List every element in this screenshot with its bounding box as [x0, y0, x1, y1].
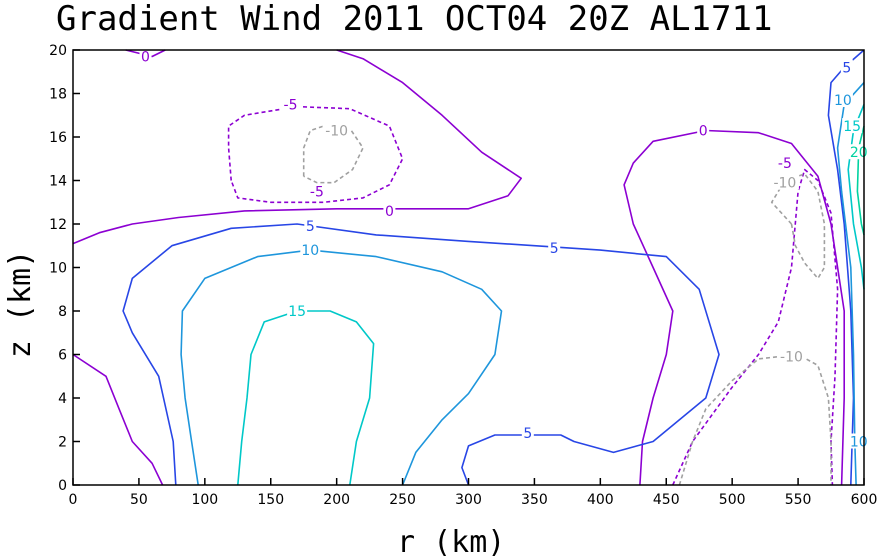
contour-label-bg-4 — [383, 202, 396, 218]
x-tick-label-10: 500 — [719, 492, 746, 508]
contour-label-bg-0 — [139, 48, 152, 64]
contour-label-bg-1 — [280, 96, 301, 112]
contour-label-16: 15 — [843, 119, 861, 135]
x-tick-label-3: 150 — [257, 492, 284, 508]
contour-label-5: 5 — [306, 219, 315, 235]
contour-label-14: 5 — [842, 60, 851, 76]
chart-title: Gradient Wind 2011 OCT04 20Z AL1711 — [56, 0, 772, 39]
contour-label-layer: 0 -5 -10 -5 0 5 5 10 15 5 0 -5 -10 -10 5 10 15 20 10 — [139, 48, 869, 451]
contour-line--10-15 — [678, 353, 832, 486]
x-axis: 0 50 100 150 200 250 300 350 400 450 500 550 600 — [69, 478, 878, 508]
contour-label-2: -10 — [325, 123, 348, 139]
contour-label-bg-10 — [697, 122, 710, 138]
contour-label-bg-14 — [840, 59, 853, 75]
contour-line-5-4 — [827, 49, 865, 486]
x-tick-label-1: 50 — [130, 492, 148, 508]
contour-line-15-8 — [237, 310, 375, 486]
contour-label-bg-9 — [521, 424, 534, 440]
contour-label-bg-16 — [842, 118, 863, 134]
y-tick-label-10: 20 — [49, 43, 67, 59]
y-tick-label-1: 2 — [58, 435, 67, 451]
x-tick-label-9: 450 — [653, 492, 680, 508]
contour-label-3: -5 — [310, 184, 324, 200]
y-tick-label-7: 14 — [49, 174, 67, 190]
contour-label-8: 15 — [288, 304, 306, 320]
contour-label-13: -10 — [780, 350, 803, 366]
contour-line-10-7 — [836, 82, 865, 486]
y-tick-label-6: 12 — [49, 217, 67, 233]
contour-label-4: 0 — [385, 204, 394, 220]
y-tick-label-8: 16 — [49, 130, 67, 146]
contour-label-7: 10 — [301, 243, 319, 259]
contour-label-10: 0 — [699, 123, 708, 139]
contour-label-12: -10 — [773, 176, 796, 192]
y-tick-label-2: 4 — [58, 391, 67, 407]
contour-label-bg-6 — [548, 239, 561, 255]
contour-label-9: 5 — [523, 426, 532, 442]
contour-line--10-14 — [770, 173, 826, 280]
y-tick-label-0: 0 — [58, 478, 67, 494]
contour-label-bg-7 — [300, 242, 321, 258]
contour-label-18: 10 — [850, 435, 868, 451]
contour-line--5-12 — [672, 168, 839, 486]
contour-line-0-0 — [72, 49, 523, 245]
contour-label-17: 20 — [850, 145, 868, 161]
contour-label-0: 0 — [141, 50, 150, 66]
contour-line-10-6 — [180, 249, 503, 486]
contour-label-1: -5 — [284, 97, 298, 113]
contour-label-bg-12 — [770, 174, 799, 190]
x-tick-label-6: 300 — [455, 492, 482, 508]
contour-label-6: 5 — [550, 241, 559, 257]
y-tick-label-4: 8 — [58, 304, 67, 320]
contour-line-20-10 — [856, 125, 865, 236]
plot-frame — [72, 49, 865, 486]
contour-label-bg-15 — [832, 92, 853, 108]
x-tick-label-11: 550 — [785, 492, 812, 508]
x-tick-label-4: 200 — [323, 492, 350, 508]
contour-label-bg-8 — [287, 303, 308, 318]
y-axis-label: z (km) — [3, 250, 38, 358]
contour-label-bg-13 — [777, 348, 806, 364]
contour-line--5-11 — [227, 105, 404, 204]
y-tick-label-3: 6 — [58, 348, 67, 364]
x-tick-label-5: 250 — [389, 492, 416, 508]
x-tick-label-12: 600 — [851, 492, 878, 508]
contour-line--10-13 — [302, 123, 364, 184]
contour-line-0-2 — [72, 353, 164, 486]
contour-label-15: 10 — [834, 93, 852, 109]
x-tick-label-8: 400 — [587, 492, 614, 508]
x-tick-label-2: 100 — [191, 492, 218, 508]
contour-label-bg-5 — [304, 218, 317, 234]
contour-label-11: -5 — [778, 156, 792, 172]
contour-label-bg-11 — [774, 155, 795, 171]
contour-label-bg-3 — [306, 183, 327, 199]
x-axis-label: r (km) — [397, 525, 505, 559]
contour-line-0-1 — [125, 49, 166, 58]
y-axis: 0 2 4 6 8 10 12 14 16 18 20 — [49, 43, 80, 494]
contour-line-5-5 — [122, 223, 720, 486]
y-tick-label-9: 18 — [49, 87, 67, 103]
contour-layer — [72, 49, 865, 486]
x-tick-label-7: 350 — [521, 492, 548, 508]
contour-label-bg-2 — [322, 122, 351, 138]
y-tick-label-5: 10 — [49, 261, 67, 277]
x-tick-label-0: 0 — [69, 492, 78, 508]
